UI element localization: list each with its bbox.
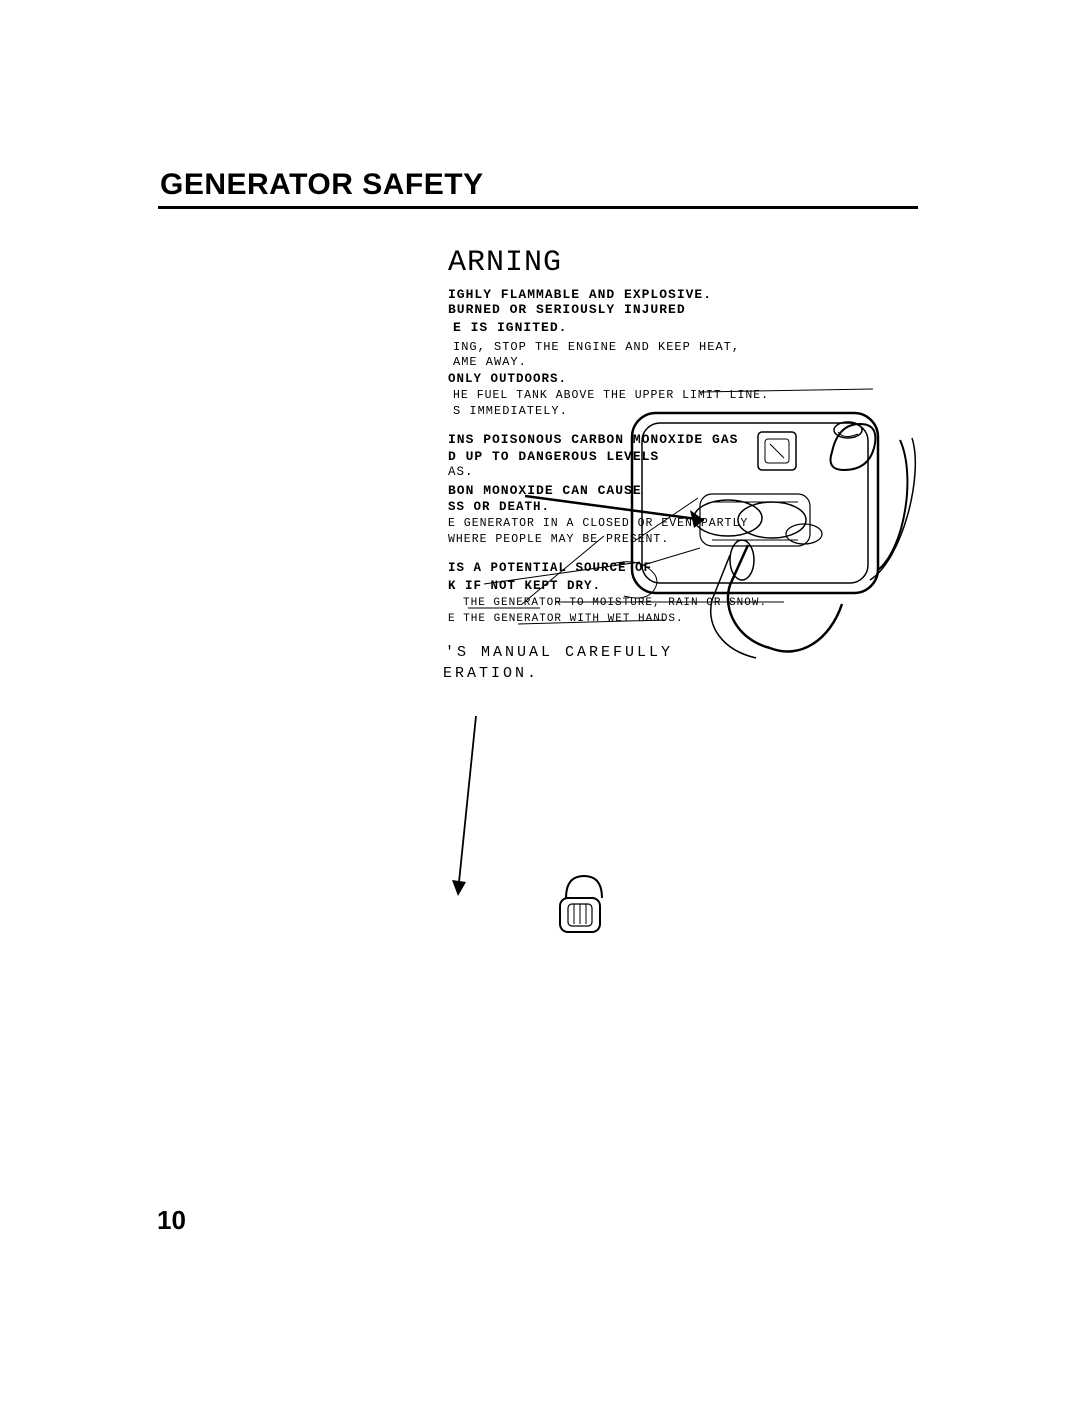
padlock-icon: [560, 876, 602, 932]
panel-illustration: [0, 0, 1080, 1427]
